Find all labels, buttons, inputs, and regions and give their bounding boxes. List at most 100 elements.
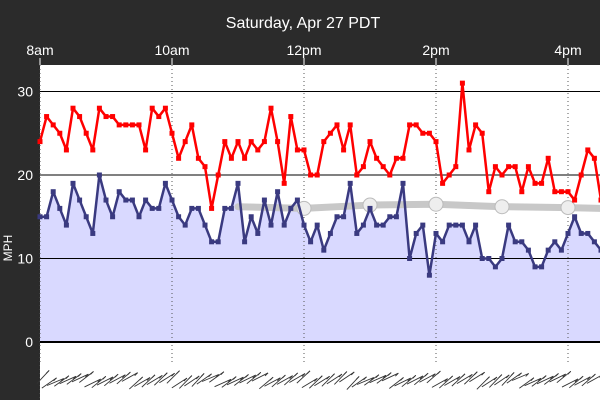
gust-point [209, 205, 215, 211]
wind-barb [129, 376, 144, 390]
average-point [519, 239, 525, 245]
barb-tick [240, 376, 244, 381]
wind-barb [36, 370, 50, 384]
gust-point [519, 189, 525, 195]
barb-tick [109, 376, 114, 381]
barb-shaft [214, 378, 232, 388]
average-point [473, 222, 479, 228]
average-point [420, 222, 426, 228]
average-point [380, 222, 386, 228]
barb-shaft [184, 375, 200, 387]
barb-tick [343, 371, 348, 375]
average-point [189, 205, 195, 211]
barb-tick [257, 372, 262, 376]
x-tick-label: 10am [154, 42, 189, 58]
average-line [40, 173, 600, 277]
barb-shaft [59, 375, 77, 385]
barb-tick [579, 375, 584, 380]
average-point [129, 197, 135, 203]
barb-tick [550, 375, 554, 380]
wind-barb [159, 372, 175, 384]
wind-barb [264, 377, 281, 387]
barb-tick [195, 375, 200, 380]
gust-point [552, 189, 558, 195]
wind-barb [364, 374, 380, 386]
barb-shaft [561, 378, 579, 388]
barb-shaft [431, 378, 448, 388]
gust-point [525, 164, 531, 170]
gust-point [63, 147, 69, 153]
wind-barb [531, 375, 547, 387]
barb-shaft [264, 377, 281, 387]
average-point [360, 222, 366, 228]
average-point [334, 214, 340, 220]
gust-point [545, 155, 551, 161]
average-point [156, 205, 162, 211]
barb-tick [102, 376, 107, 380]
average-point [453, 222, 459, 228]
gust-point [90, 147, 96, 153]
average-point [341, 214, 347, 220]
barb-shaft [54, 375, 70, 387]
gust-point [182, 139, 188, 145]
x-tick-label: 2pm [422, 42, 449, 58]
barb-shaft [524, 377, 542, 387]
barb-tick [461, 373, 466, 378]
gust-point [367, 139, 373, 145]
gust-point [393, 155, 399, 161]
wind-barb [41, 377, 57, 389]
barb-tick [432, 373, 436, 378]
barb-tick [313, 378, 318, 382]
barb-shaft [226, 376, 244, 386]
barb-tick [355, 376, 360, 380]
gust-point [57, 130, 63, 136]
barb-shaft [196, 373, 212, 385]
average-point [433, 230, 439, 236]
barb-shaft [574, 376, 591, 386]
gust-point [215, 172, 221, 178]
barb-tick [456, 376, 461, 380]
forecast-point [428, 196, 444, 212]
barb-tick [326, 375, 330, 380]
x-tick-label: 4pm [554, 42, 581, 58]
barb-tick [158, 375, 163, 379]
wind-barb [334, 371, 348, 385]
wind-barb [569, 375, 584, 389]
gust-point [288, 114, 294, 120]
gust-point [341, 147, 347, 153]
gust-point [136, 122, 142, 128]
barb-shaft [121, 372, 138, 382]
gust-point [176, 155, 182, 161]
barb-tick [277, 377, 281, 382]
average-point [143, 197, 149, 203]
horizontal-gridlines [40, 91, 600, 343]
wind-barb [79, 371, 94, 383]
average-point [545, 247, 551, 253]
barb-tick [318, 375, 323, 380]
barb-tick [208, 373, 212, 378]
barb-tick [127, 371, 131, 376]
barb-tick [486, 376, 490, 380]
gust-point [242, 155, 248, 161]
gust-point [453, 164, 459, 170]
y-tick-labels: 0 10 20 30 [17, 84, 33, 351]
wind-barb [239, 374, 257, 384]
average-point [176, 214, 182, 220]
barb-shaft [364, 374, 380, 386]
barb-tick [53, 377, 57, 382]
average-point [70, 180, 76, 186]
wind-barb [246, 371, 262, 385]
barb-shaft [109, 374, 126, 384]
wind-barb [96, 376, 114, 386]
gust-point [512, 164, 518, 170]
wind-barb [179, 375, 193, 389]
gust-point [228, 155, 234, 161]
average-point [499, 256, 505, 261]
average-point [413, 230, 419, 236]
barb-tick [493, 376, 498, 381]
average-point [506, 222, 512, 228]
average-point [591, 239, 597, 245]
average-point [90, 230, 96, 236]
wind-barb [556, 370, 572, 384]
